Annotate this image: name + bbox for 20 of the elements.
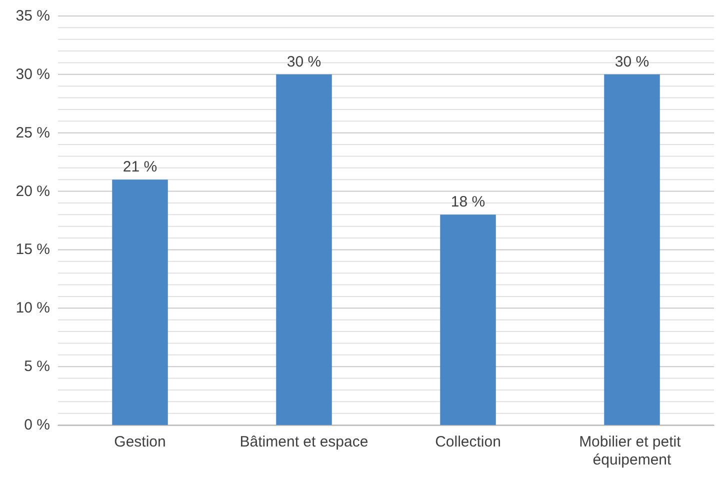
data-label: 21 % — [122, 158, 158, 176]
data-label: 18 % — [450, 194, 486, 211]
bar — [276, 74, 332, 425]
y-tick-label: 5 % — [24, 358, 50, 376]
y-tick-label: 30 % — [16, 66, 50, 83]
x-tick-label: Gestion — [114, 434, 166, 450]
x-tick-label: Collection — [435, 434, 501, 450]
x-tick-label: Bâtiment et espace — [240, 434, 368, 450]
y-tick-label: 15 % — [16, 241, 50, 258]
bar — [440, 214, 496, 425]
x-tick-label: Mobilier et petit équipement — [579, 434, 685, 468]
data-label: 30 % — [286, 53, 322, 70]
data-label: 30 % — [614, 53, 650, 70]
y-tick-label: 10 % — [16, 300, 50, 317]
y-tick-label: 35 % — [16, 8, 50, 24]
bar — [112, 180, 168, 425]
y-tick-label: 20 % — [16, 182, 50, 200]
y-tick-label: 25 % — [16, 124, 50, 142]
bar — [604, 74, 660, 425]
y-tick-label: 0 % — [24, 416, 50, 434]
